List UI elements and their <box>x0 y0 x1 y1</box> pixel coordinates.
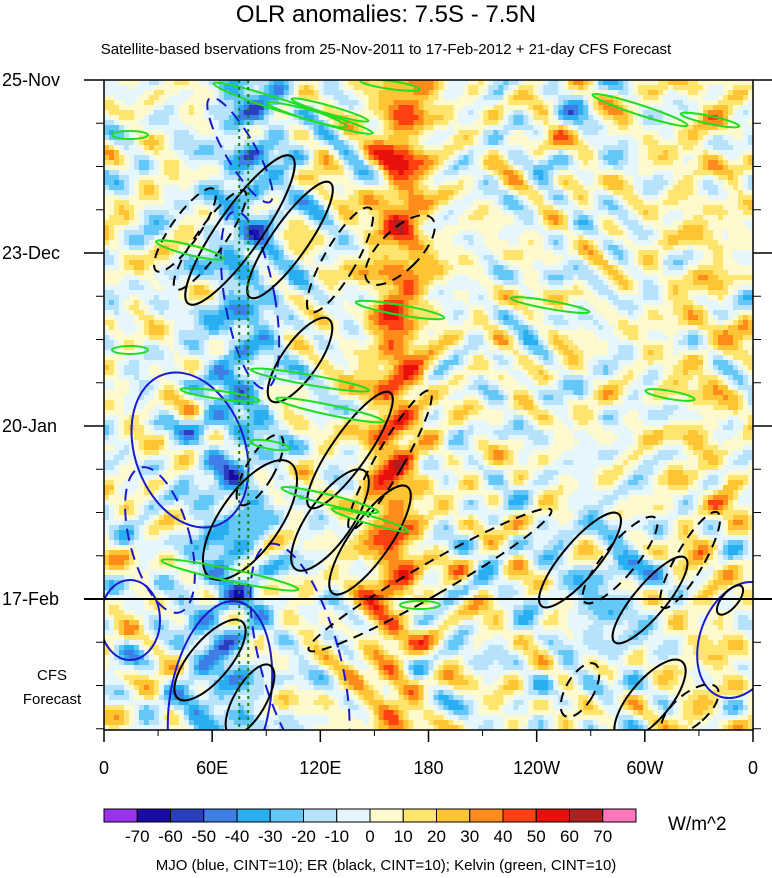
colorbar-swatch <box>603 809 636 822</box>
colorbar-label: -50 <box>191 827 216 846</box>
x-tick-label: 0 <box>99 758 109 778</box>
colorbar-swatch <box>171 809 204 822</box>
colorbar-swatch <box>470 809 503 822</box>
y-tick-label: 25-Nov <box>2 70 60 90</box>
x-tick-label: 120W <box>513 758 560 778</box>
colorbar-label: -70 <box>125 827 150 846</box>
colorbar-label: 60 <box>560 827 579 846</box>
colorbar-swatch <box>437 809 470 822</box>
chart-footer: MJO (blue, CINT=10); ER (black, CINT=10)… <box>0 856 772 876</box>
x-tick-label: 120E <box>299 758 341 778</box>
y-tick-label: 20-Jan <box>2 416 57 436</box>
colorbar-swatch <box>503 809 536 822</box>
colorbar-label: -30 <box>258 827 283 846</box>
x-tick-label: 0 <box>748 758 758 778</box>
colorbar-swatch <box>204 809 237 822</box>
x-tick-label: 180 <box>413 758 443 778</box>
colorbar-swatch <box>570 809 603 822</box>
colorbar-units: W/m^2 <box>668 814 727 836</box>
x-tick-label: 60W <box>626 758 663 778</box>
colorbar-swatch <box>137 809 170 822</box>
colorbar-label: -10 <box>324 827 349 846</box>
y-tick-label: 23-Dec <box>2 243 60 263</box>
colorbar-label: -60 <box>158 827 183 846</box>
colorbar-swatch <box>403 809 436 822</box>
x-tick-label: 60E <box>196 758 228 778</box>
colorbar: -70 -60 -50 -40 -30 -20 -10 0 10 20 30 40 50 60 70 <box>104 809 636 846</box>
colorbar-swatch <box>237 809 270 822</box>
colorbar-swatch <box>304 809 337 822</box>
olr-anomaly-field <box>104 80 754 731</box>
forecast-label: CFS Forecast <box>0 664 104 712</box>
colorbar-label: 40 <box>494 827 513 846</box>
colorbar-label: 30 <box>460 827 479 846</box>
colorbar-swatch <box>104 809 137 822</box>
colorbar-label: 10 <box>394 827 413 846</box>
y-tick-label: 17-Feb <box>2 589 59 609</box>
colorbar-label: -20 <box>291 827 316 846</box>
colorbar-label: -40 <box>225 827 250 846</box>
colorbar-swatch <box>337 809 370 822</box>
colorbar-label: 70 <box>593 827 612 846</box>
colorbar-label: 0 <box>365 827 374 846</box>
colorbar-label: 20 <box>427 827 446 846</box>
colorbar-swatch <box>370 809 403 822</box>
colorbar-swatch <box>536 809 569 822</box>
colorbar-swatch <box>270 809 303 822</box>
colorbar-label: 50 <box>527 827 546 846</box>
